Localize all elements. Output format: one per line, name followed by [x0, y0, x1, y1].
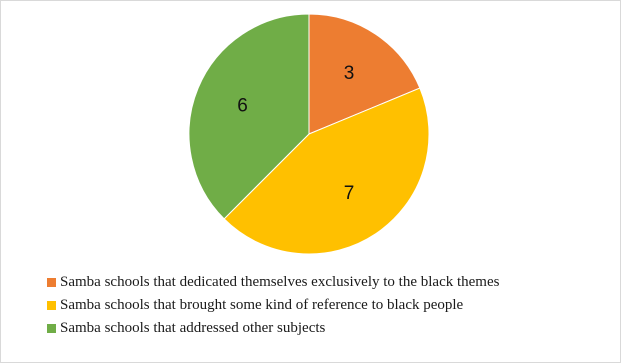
pie-slice-yellow [223, 87, 430, 255]
pie-chart: 3 7 6 [188, 13, 430, 255]
legend-swatch-orange [47, 278, 56, 287]
pie-slice-green [188, 13, 310, 220]
legend-item: Samba schools that brought some kind of … [47, 294, 607, 317]
legend-item: Samba schools that dedicated themselves … [47, 271, 607, 294]
data-label: 3 [344, 63, 355, 84]
legend-label: Samba schools that dedicated themselves … [60, 274, 500, 290]
legend-swatch-green [47, 324, 56, 333]
data-label: 6 [237, 95, 248, 116]
legend-swatch-yellow [47, 301, 56, 310]
pie-slice-orange [308, 13, 421, 135]
legend-label: Samba schools that addressed other subje… [60, 320, 326, 336]
data-label: 7 [344, 183, 355, 204]
legend-label: Samba schools that brought some kind of … [60, 297, 464, 313]
legend: Samba schools that dedicated themselves … [47, 271, 607, 340]
legend-item: Samba schools that addressed other subje… [47, 317, 607, 340]
